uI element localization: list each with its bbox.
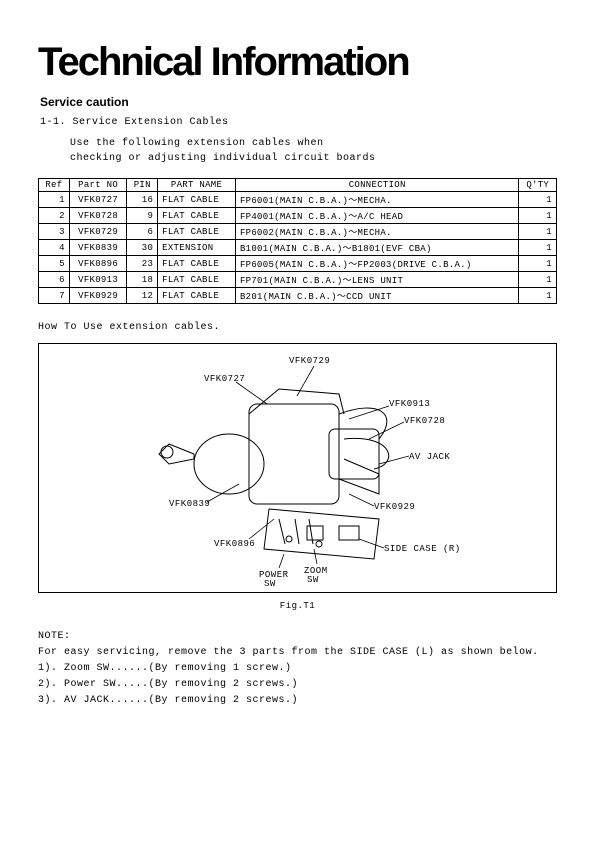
- diagram-label: SW: [264, 579, 276, 589]
- page-title: Technical Information: [38, 40, 557, 85]
- table-cell: 30: [127, 240, 158, 256]
- table-cell: VFK0839: [69, 240, 127, 256]
- table-header-cell: PART NAME: [158, 179, 236, 192]
- diagram-label: VFK0913: [389, 399, 430, 409]
- table-cell: 18: [127, 272, 158, 288]
- table-cell: VFK0727: [69, 192, 127, 208]
- table-cell: 6: [127, 224, 158, 240]
- table-cell: VFK0913: [69, 272, 127, 288]
- table-cell: FLAT CABLE: [158, 288, 236, 304]
- diagram-label: VFK0929: [374, 502, 415, 512]
- table-cell: FP701(MAIN C.B.A.)～LENS UNIT: [235, 272, 519, 288]
- table-row: 6VFK091318FLAT CABLEFP701(MAIN C.B.A.)～L…: [39, 272, 557, 288]
- table-cell: FLAT CABLE: [158, 272, 236, 288]
- section-heading: 1-1. Service Extension Cables: [40, 117, 557, 128]
- table-cell: 1: [519, 192, 557, 208]
- table-row: 4VFK083930EXTENSIONB1001(MAIN C.B.A.)～B1…: [39, 240, 557, 256]
- table-cell: 16: [127, 192, 158, 208]
- notes-item-2: 2). Power SW.....(By removing 2 screws.): [38, 677, 557, 693]
- table-cell: FP6001(MAIN C.B.A.)～MECHA.: [235, 192, 519, 208]
- diagram-label: VFK0727: [204, 374, 245, 384]
- notes-heading: NOTE:: [38, 629, 557, 645]
- diagram-label: VFK0839: [169, 499, 210, 509]
- table-cell: B201(MAIN C.B.A.)～CCD UNIT: [235, 288, 519, 304]
- howto-heading: How To Use extension cables.: [38, 322, 557, 333]
- notes-section: NOTE: For easy servicing, remove the 3 p…: [38, 629, 557, 709]
- table-row: 3VFK07296FLAT CABLEFP6002(MAIN C.B.A.)～M…: [39, 224, 557, 240]
- table-cell: VFK0929: [69, 288, 127, 304]
- diagram-label: AV JACK: [409, 452, 450, 462]
- table-row: 2VFK07289FLAT CABLEFP4001(MAIN C.B.A.)～A…: [39, 208, 557, 224]
- diagram-box: VFK0729 VFK0727 VFK0913 VFK0728 AV JACK VFK08…: [38, 343, 557, 593]
- table-cell: 23: [127, 256, 158, 272]
- notes-line-1: For easy servicing, remove the 3 parts f…: [38, 645, 557, 661]
- table-cell: 7: [39, 288, 70, 304]
- table-header-row: RefPart NOPINPART NAMECONNECTIONQ'TY: [39, 179, 557, 192]
- notes-item-3: 3). AV JACK......(By removing 2 screws.): [38, 693, 557, 709]
- table-cell: VFK0729: [69, 224, 127, 240]
- table-cell: 9: [127, 208, 158, 224]
- intro-text: Use the following extension cables when …: [70, 136, 557, 166]
- diagram-label: VFK0729: [289, 356, 330, 366]
- table-row: 5VFK089623FLAT CABLEFP6005(MAIN C.B.A.)～…: [39, 256, 557, 272]
- table-row: 7VFK092912FLAT CABLEB201(MAIN C.B.A.)～CC…: [39, 288, 557, 304]
- table-cell: FLAT CABLE: [158, 256, 236, 272]
- intro-line-2: checking or adjusting individual circuit…: [70, 153, 376, 164]
- table-cell: EXTENSION: [158, 240, 236, 256]
- diagram-label: VFK0728: [404, 416, 445, 426]
- table-cell: 1: [519, 208, 557, 224]
- table-cell: VFK0728: [69, 208, 127, 224]
- table-cell: FP6005(MAIN C.B.A.)～FP2003(DRIVE C.B.A.): [235, 256, 519, 272]
- table-header-cell: Ref: [39, 179, 70, 192]
- table-cell: 5: [39, 256, 70, 272]
- table-cell: VFK0896: [69, 256, 127, 272]
- table-cell: 12: [127, 288, 158, 304]
- table-cell: 1: [519, 288, 557, 304]
- table-header-cell: Q'TY: [519, 179, 557, 192]
- table-header-cell: Part NO: [69, 179, 127, 192]
- table-cell: FP4001(MAIN C.B.A.)～A/C HEAD: [235, 208, 519, 224]
- diagram-label: VFK0896: [214, 539, 255, 549]
- parts-table: RefPart NOPINPART NAMECONNECTIONQ'TY 1VF…: [38, 178, 557, 304]
- diagram-label: SW: [307, 575, 319, 585]
- table-cell: FLAT CABLE: [158, 208, 236, 224]
- figure-caption: Fig.T1: [38, 601, 557, 611]
- table-row: 1VFK072716FLAT CABLEFP6001(MAIN C.B.A.)～…: [39, 192, 557, 208]
- table-cell: 3: [39, 224, 70, 240]
- notes-item-1: 1). Zoom SW......(By removing 1 screw.): [38, 661, 557, 677]
- table-cell: 1: [519, 224, 557, 240]
- table-cell: 1: [519, 272, 557, 288]
- table-cell: FLAT CABLE: [158, 192, 236, 208]
- table-cell: 1: [519, 240, 557, 256]
- intro-line-1: Use the following extension cables when: [70, 138, 324, 149]
- diagram-label: SIDE CASE (R): [384, 544, 461, 554]
- subtitle: Service caution: [40, 95, 557, 109]
- table-cell: 6: [39, 272, 70, 288]
- table-header-cell: CONNECTION: [235, 179, 519, 192]
- table-header-cell: PIN: [127, 179, 158, 192]
- table-cell: 1: [519, 256, 557, 272]
- table-cell: B1001(MAIN C.B.A.)～B1801(EVF CBA): [235, 240, 519, 256]
- table-cell: FP6002(MAIN C.B.A.)～MECHA.: [235, 224, 519, 240]
- mechanism-diagram: [39, 344, 556, 593]
- table-cell: FLAT CABLE: [158, 224, 236, 240]
- table-body: 1VFK072716FLAT CABLEFP6001(MAIN C.B.A.)～…: [39, 192, 557, 304]
- table-cell: 2: [39, 208, 70, 224]
- table-cell: 1: [39, 192, 70, 208]
- table-cell: 4: [39, 240, 70, 256]
